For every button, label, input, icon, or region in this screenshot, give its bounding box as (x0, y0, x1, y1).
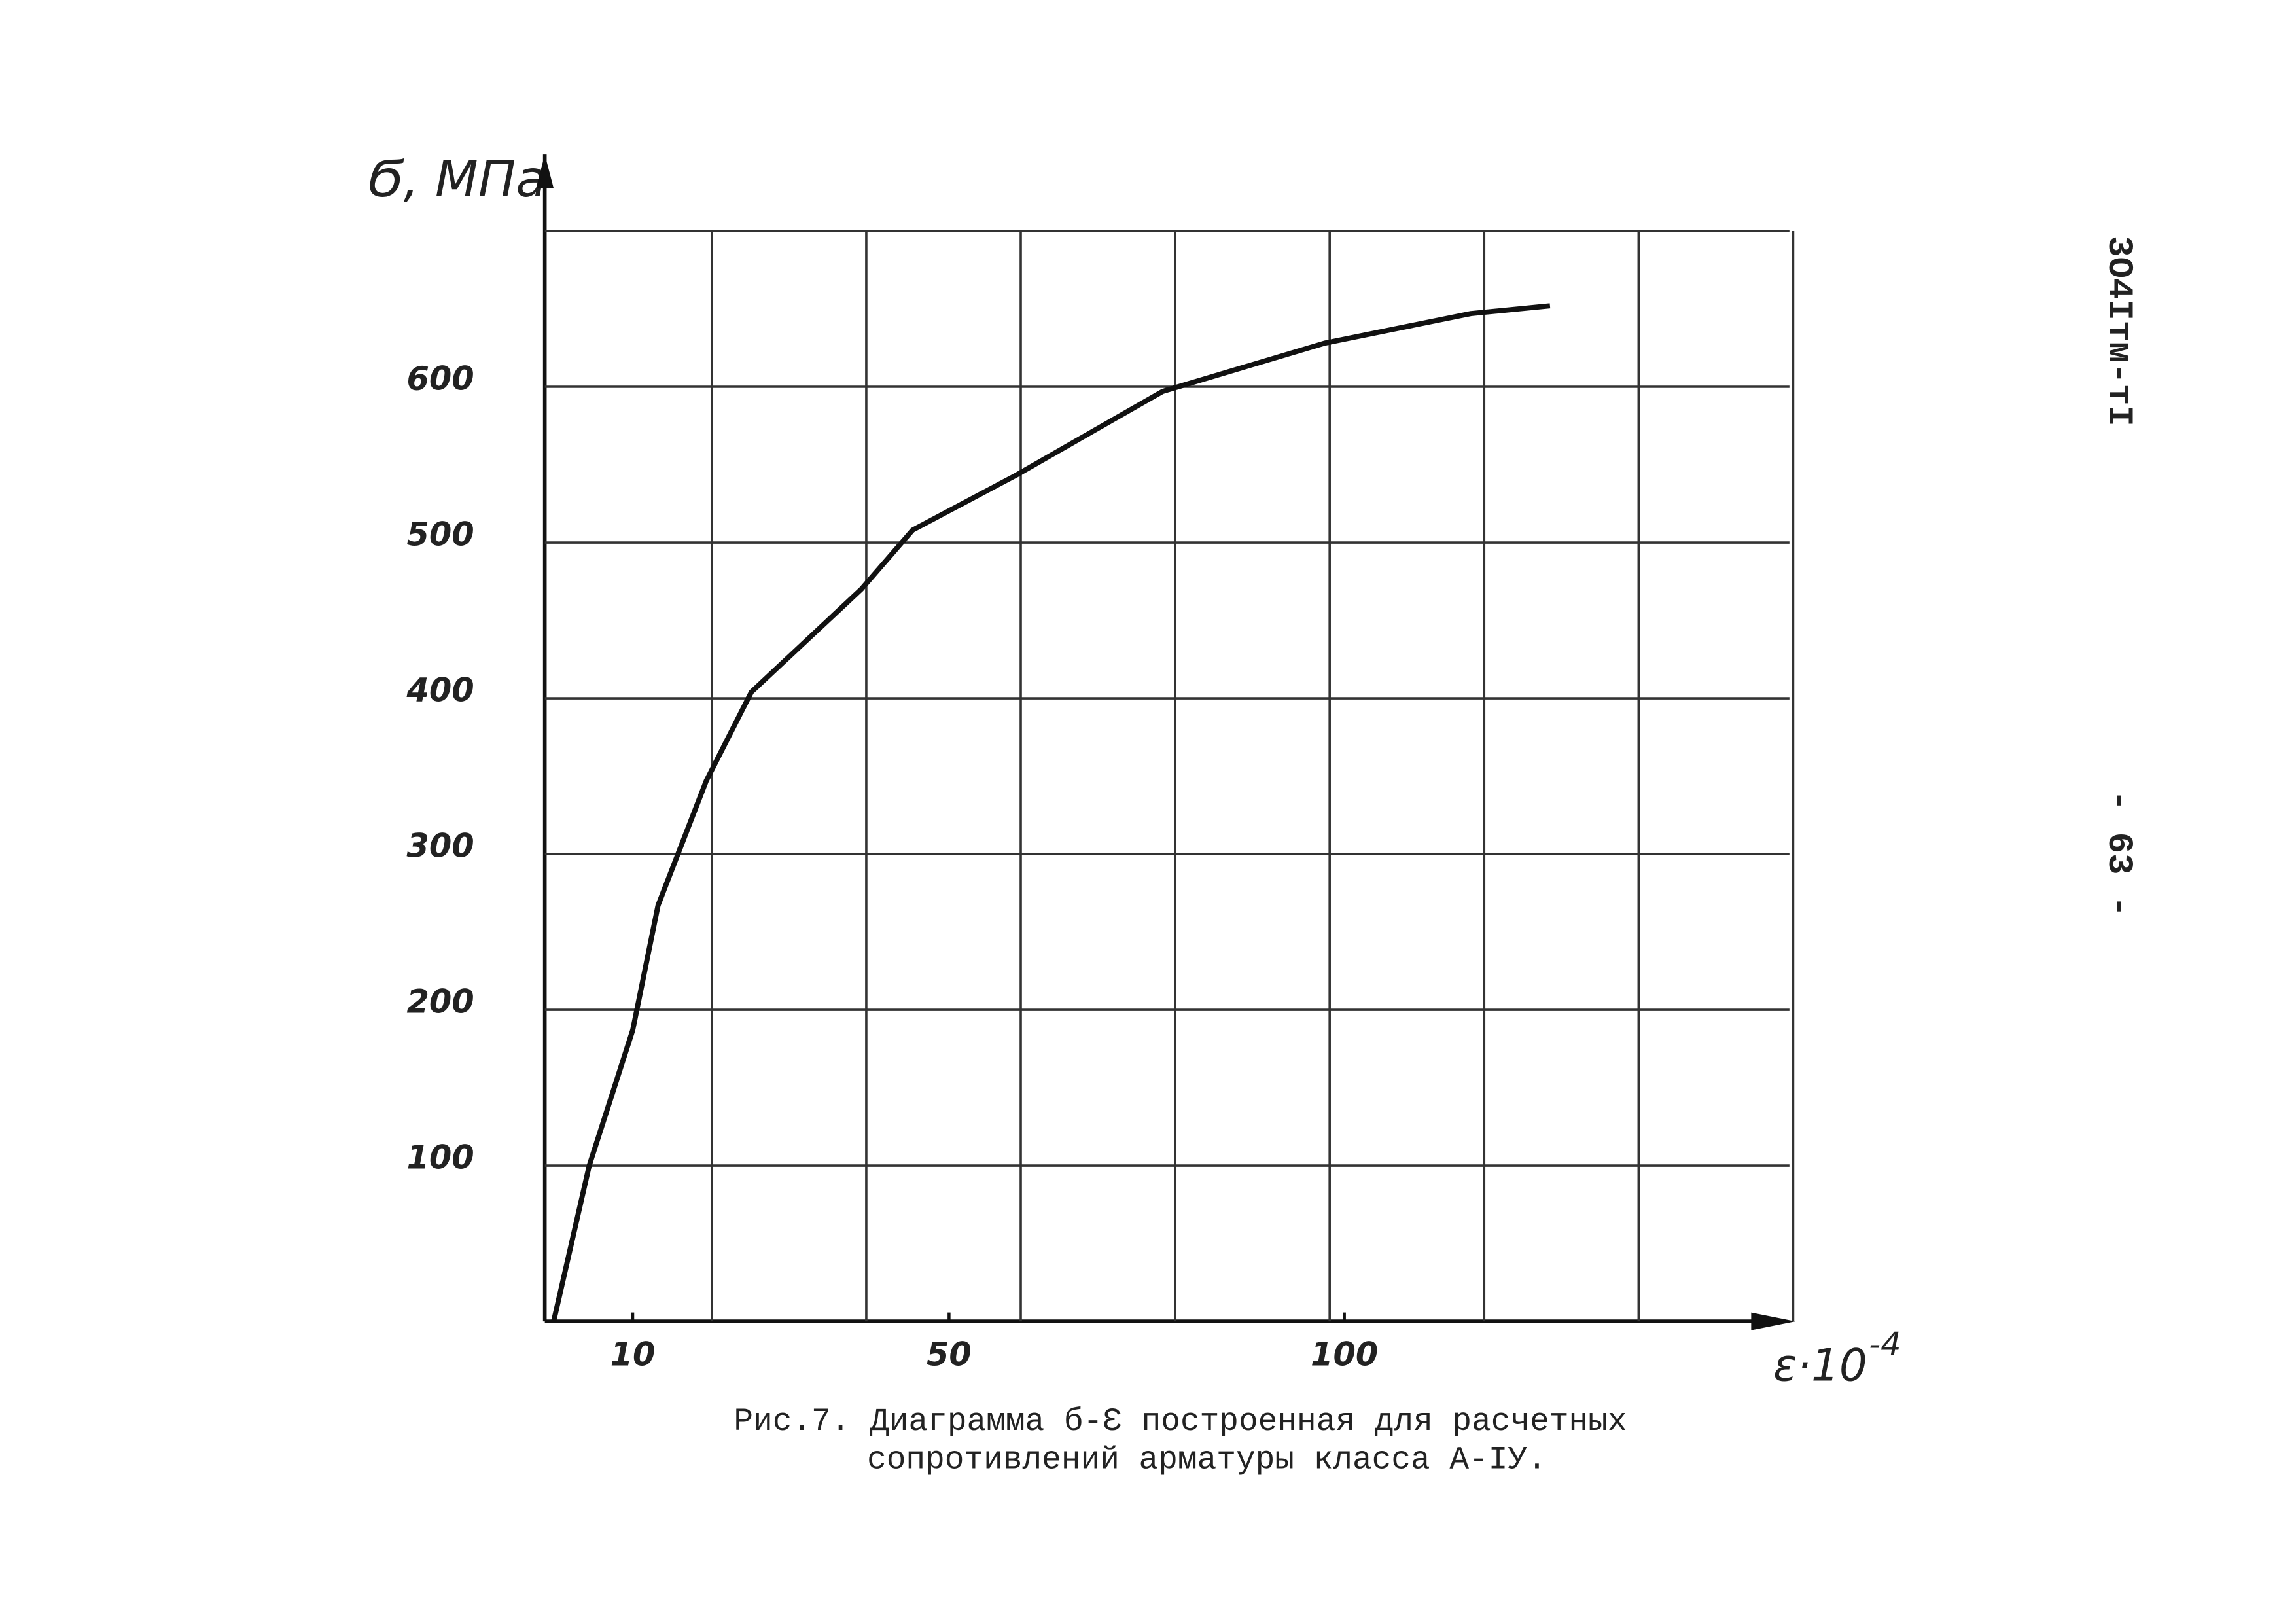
x-tick-label: 50 (927, 1336, 972, 1374)
side-code: 3О4Iтм-тI (2098, 236, 2138, 426)
y-tick-label: 600 (406, 360, 474, 398)
y-tick-label: 500 (406, 516, 474, 554)
x-axis-arrow (1751, 1312, 1795, 1330)
caption-line: сопротивлений арматуры класса А-IУ. (867, 1441, 1547, 1478)
y-axis-label: Ϭ, МПа (368, 151, 546, 209)
y-tick-label: 100 (406, 1139, 474, 1177)
x-axis-exponent: -4 (1869, 1325, 1901, 1363)
x-axis-label: ε·10 (1773, 1340, 1867, 1391)
curve (551, 303, 1551, 1322)
caption-line: Рис.7. Диаграмма б-Ɛ построенная для рас… (733, 1403, 1627, 1440)
x-tick-label: 100 (1311, 1336, 1378, 1374)
y-tick-label: 200 (406, 983, 474, 1021)
x-tick-label: 10 (610, 1336, 656, 1374)
y-tick-label: 400 (406, 671, 474, 709)
y-axis-arrow (536, 154, 554, 188)
y-tick-label: 300 (406, 827, 474, 865)
page-number: - 63 - (2098, 790, 2138, 917)
